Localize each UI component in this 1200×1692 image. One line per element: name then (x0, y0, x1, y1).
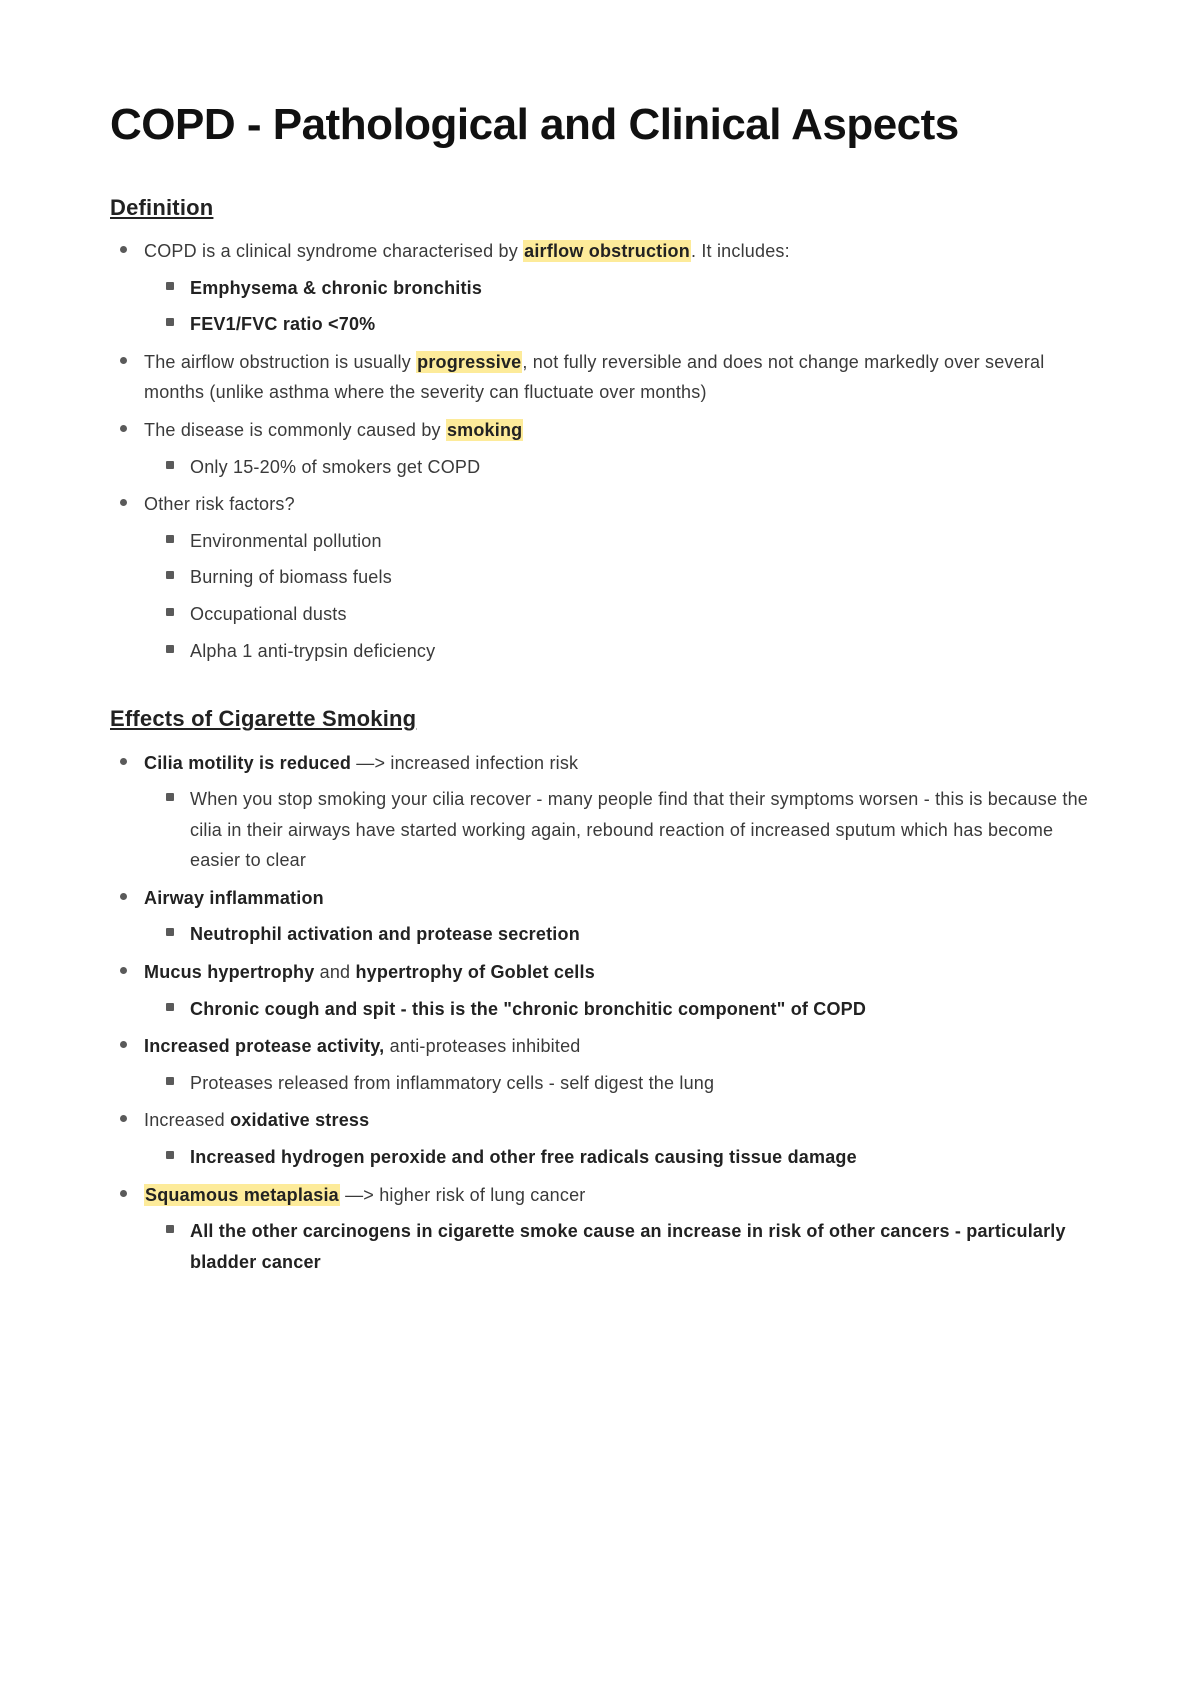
heading-definition: Definition (110, 189, 1090, 226)
bold-text: Airway inflammation (144, 888, 324, 908)
list-item: Increased protease activity, anti-protea… (138, 1031, 1090, 1098)
list-item: Alpha 1 anti-trypsin deficiency (184, 636, 1090, 667)
list-item: Cilia motility is reduced —> increased i… (138, 748, 1090, 876)
body-text: and (314, 962, 355, 982)
section-effects: Effects of Cigarette Smoking Cilia motil… (110, 700, 1090, 1277)
list-item: Other risk factors? Environmental pollut… (138, 489, 1090, 666)
sublist: Emphysema & chronic bronchitis FEV1/FVC … (144, 273, 1090, 340)
list-item: When you stop smoking your cilia recover… (184, 784, 1090, 876)
list-item: The airflow obstruction is usually progr… (138, 347, 1090, 408)
list-item: The disease is commonly caused by smokin… (138, 415, 1090, 482)
sublist: Chronic cough and spit - this is the "ch… (144, 994, 1090, 1025)
list-item: Squamous metaplasia —> higher risk of lu… (138, 1180, 1090, 1278)
list-item: Increased oxidative stress Increased hyd… (138, 1105, 1090, 1172)
highlight-text: progressive (416, 351, 522, 373)
bold-text: Increased protease activity, (144, 1036, 384, 1056)
list-item: Only 15-20% of smokers get COPD (184, 452, 1090, 483)
list-item: Proteases released from inflammatory cel… (184, 1068, 1090, 1099)
highlight-text: airflow obstruction (523, 240, 691, 262)
effects-list: Cilia motility is reduced —> increased i… (110, 748, 1090, 1278)
list-item: Occupational dusts (184, 599, 1090, 630)
body-text: Burning of biomass fuels (190, 567, 392, 587)
sublist: Neutrophil activation and protease secre… (144, 919, 1090, 950)
sublist: Proteases released from inflammatory cel… (144, 1068, 1090, 1099)
list-item: All the other carcinogens in cigarette s… (184, 1216, 1090, 1277)
list-item: Emphysema & chronic bronchitis (184, 273, 1090, 304)
sublist: All the other carcinogens in cigarette s… (144, 1216, 1090, 1277)
highlight-text: smoking (446, 419, 523, 441)
body-text: anti-proteases inhibited (384, 1036, 580, 1056)
body-text: Alpha 1 anti-trypsin deficiency (190, 641, 435, 661)
body-text: When you stop smoking your cilia recover… (190, 789, 1088, 870)
page-title: COPD - Pathological and Clinical Aspects (110, 100, 1090, 151)
list-item: Burning of biomass fuels (184, 562, 1090, 593)
body-text: COPD is a clinical syndrome characterise… (144, 241, 523, 261)
body-text: —> higher risk of lung cancer (340, 1185, 586, 1205)
section-definition: Definition COPD is a clinical syndrome c… (110, 189, 1090, 667)
bold-text: Increased hydrogen peroxide and other fr… (190, 1147, 857, 1167)
definition-list: COPD is a clinical syndrome characterise… (110, 236, 1090, 666)
body-text: Increased (144, 1110, 230, 1130)
bold-text: bladder cancer (190, 1252, 321, 1272)
body-text: —> increased infection risk (351, 753, 578, 773)
body-text: Environmental pollution (190, 531, 382, 551)
bold-text: hypertrophy of Goblet cells (355, 962, 594, 982)
body-text: The airflow obstruction is usually (144, 352, 416, 372)
heading-effects: Effects of Cigarette Smoking (110, 700, 1090, 737)
bold-text: Neutrophil activation and protease secre… (190, 924, 580, 944)
highlight-text: Squamous metaplasia (144, 1184, 340, 1206)
bold-text: FEV1/FVC ratio <70% (190, 314, 375, 334)
bold-text: Mucus hypertrophy (144, 962, 314, 982)
sublist: Increased hydrogen peroxide and other fr… (144, 1142, 1090, 1173)
body-text: Proteases released from inflammatory cel… (190, 1073, 714, 1093)
bold-text: oxidative stress (230, 1110, 369, 1130)
bold-text: Emphysema & chronic bronchitis (190, 278, 482, 298)
list-item: Mucus hypertrophy and hypertrophy of Gob… (138, 957, 1090, 1024)
sublist: When you stop smoking your cilia recover… (144, 784, 1090, 876)
body-text: Occupational dusts (190, 604, 347, 624)
list-item: FEV1/FVC ratio <70% (184, 309, 1090, 340)
bold-text: Cilia motility is reduced (144, 753, 351, 773)
list-item: Airway inflammation Neutrophil activatio… (138, 883, 1090, 950)
bold-text: All the other carcinogens in cigarette s… (190, 1221, 1066, 1241)
body-text: The disease is commonly caused by (144, 420, 446, 440)
list-item: COPD is a clinical syndrome characterise… (138, 236, 1090, 340)
list-item: Environmental pollution (184, 526, 1090, 557)
list-item: Increased hydrogen peroxide and other fr… (184, 1142, 1090, 1173)
list-item: Chronic cough and spit - this is the "ch… (184, 994, 1090, 1025)
sublist: Only 15-20% of smokers get COPD (144, 452, 1090, 483)
body-text: . It includes: (691, 241, 790, 261)
bold-text: Chronic cough and spit - this is the "ch… (190, 999, 866, 1019)
sublist: Environmental pollution Burning of bioma… (144, 526, 1090, 666)
body-text: Other risk factors? (144, 494, 295, 514)
list-item: Neutrophil activation and protease secre… (184, 919, 1090, 950)
body-text: Only 15-20% of smokers get COPD (190, 457, 480, 477)
